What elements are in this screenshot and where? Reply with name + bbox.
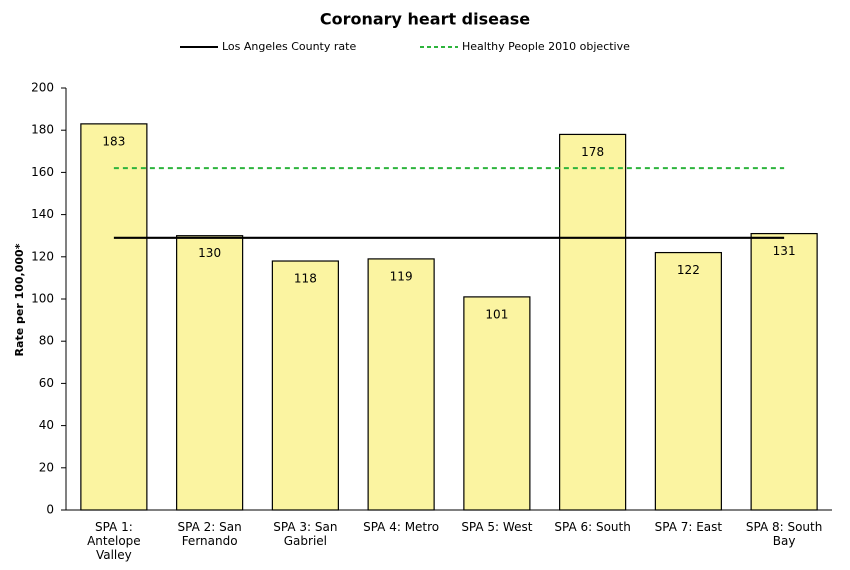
y-tick-label: 40 <box>39 418 54 432</box>
legend-label: Los Angeles County rate <box>222 40 356 53</box>
data-label: 131 <box>773 244 796 258</box>
x-tick-label: SPA 3: San Gabriel <box>273 520 338 548</box>
y-axis-label: Rate per 100,000* <box>13 243 26 356</box>
y-tick-label: 200 <box>31 81 54 95</box>
bar <box>750 232 818 511</box>
y-tick-label: 160 <box>31 165 54 179</box>
x-tick-label: SPA 2: San Fernando <box>177 520 242 548</box>
x-tick-label: SPA 6: South <box>554 520 631 534</box>
y-tick-label: 0 <box>46 503 54 517</box>
bar <box>654 251 722 511</box>
y-tick-label: 80 <box>39 334 54 348</box>
data-label: 178 <box>581 145 604 159</box>
data-label: 118 <box>294 272 317 286</box>
y-tick-label: 180 <box>31 123 54 137</box>
x-tick-label: SPA 1: Antelope Valley <box>87 520 141 562</box>
x-tick-label: SPA 4: Metro <box>363 520 440 534</box>
y-tick-label: 120 <box>31 249 54 263</box>
bar <box>176 235 244 511</box>
x-tick-label: SPA 7: East <box>654 520 723 534</box>
bar <box>80 123 148 511</box>
bar <box>559 133 627 511</box>
data-label: 130 <box>198 246 221 260</box>
y-tick-label: 100 <box>31 292 54 306</box>
y-tick-label: 60 <box>39 376 54 390</box>
bar <box>271 260 339 511</box>
x-tick-label: SPA 5: West <box>461 520 533 534</box>
bar <box>367 258 435 511</box>
x-tick-label: SPA 8: South Bay <box>745 520 823 548</box>
chart-title: Coronary heart disease <box>320 10 530 29</box>
y-tick-label: 140 <box>31 207 54 221</box>
bar <box>463 296 531 511</box>
data-label: 183 <box>102 134 125 148</box>
data-label: 122 <box>677 263 700 277</box>
data-label: 119 <box>390 269 413 283</box>
data-label: 101 <box>485 307 508 321</box>
y-tick-label: 20 <box>39 460 54 474</box>
legend-label: Healthy People 2010 objective <box>462 40 630 53</box>
